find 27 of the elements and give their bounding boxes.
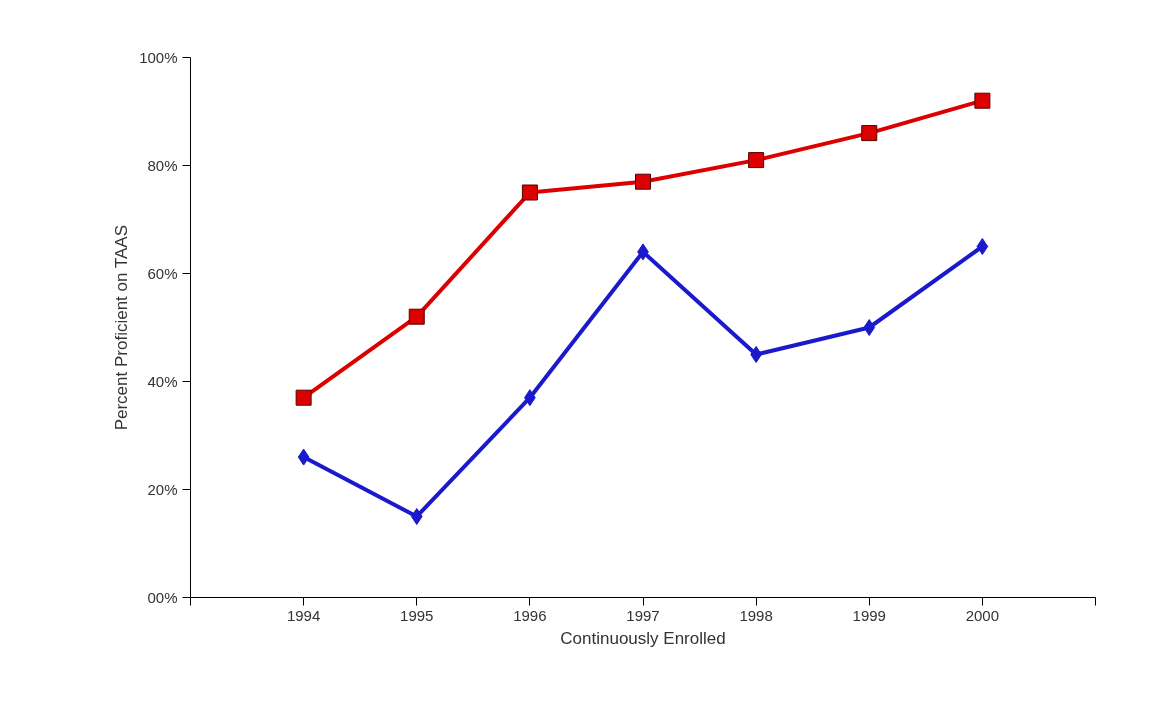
x-tick-label: 1995: [400, 606, 434, 624]
point: [521, 184, 538, 201]
y-axis-title: Percent Proficient on TAAS: [112, 224, 132, 431]
y-tick-label: 80%: [147, 157, 178, 174]
point: [408, 308, 425, 325]
y-tick-label: 20%: [147, 481, 178, 498]
y-tick-label: 60%: [147, 265, 178, 282]
point: [295, 389, 312, 406]
x-tick-label: 1997: [626, 606, 660, 624]
point: [976, 238, 989, 255]
x-tick-label: 1996: [513, 606, 547, 624]
point: [635, 173, 651, 190]
point: [748, 152, 765, 169]
x-tick-label: 1999: [852, 606, 886, 624]
x-tick-label: 1998: [739, 606, 773, 624]
x-tick-label: 1994: [286, 606, 321, 624]
x-axis-title: Continuously Enrolled: [560, 628, 726, 648]
y-tick-label: 100%: [139, 49, 178, 66]
y-tick-label: 00%: [147, 589, 178, 606]
point: [863, 319, 876, 336]
x-tick-label: 2000: [965, 606, 1000, 624]
point: [297, 448, 310, 466]
point: [750, 346, 762, 363]
point: [410, 508, 423, 525]
point: [861, 125, 878, 142]
y-tick-label: 40%: [147, 373, 178, 390]
point: [974, 92, 991, 109]
